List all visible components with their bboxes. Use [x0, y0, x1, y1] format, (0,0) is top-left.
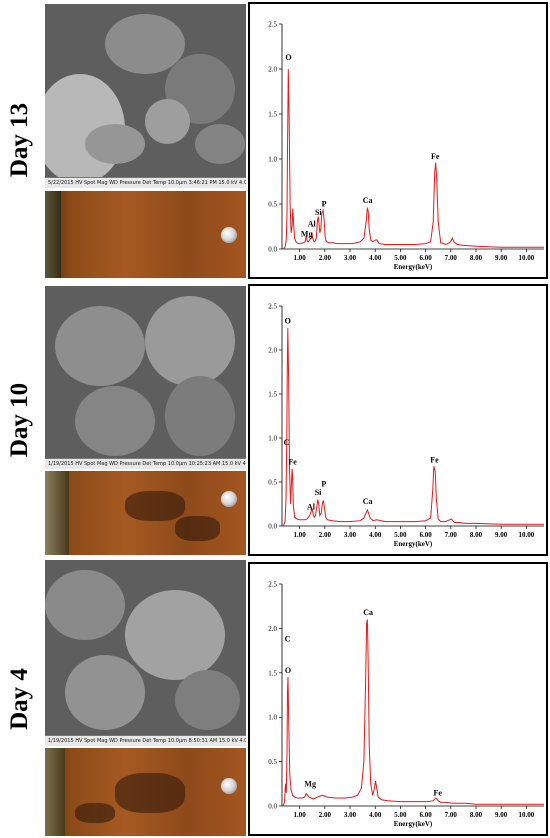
sem-image: 1/19/2015 HV Spot Mag WD Pressure Det Te…	[45, 560, 246, 746]
y-tick-label: 1.0	[268, 156, 277, 164]
peak-label: Si	[315, 208, 322, 217]
x-tick-label: 7.00	[445, 254, 458, 262]
x-tick-label: 9.00	[495, 531, 508, 539]
row-day-10: Day 10 1/19/2015 HV Spot Mag WD Pressure…	[0, 282, 550, 557]
peak-label: C	[284, 438, 290, 447]
peak-label: Mg	[301, 229, 313, 238]
sem-info-bar: 5/22/2015 HV Spot Mag WD Pressure Det Te…	[45, 177, 246, 188]
peak-label: P	[322, 200, 327, 209]
peak-label: P	[321, 479, 326, 488]
x-tick-label: 9.00	[495, 811, 508, 819]
y-tick-label: 0.5	[268, 758, 277, 766]
peak-label: Ca	[363, 608, 373, 617]
x-tick-label: 10.00	[518, 254, 534, 262]
x-tick-label: 8.00	[470, 254, 483, 262]
y-tick-label: 1.5	[268, 111, 277, 119]
peak-label: Al	[307, 502, 316, 511]
spectrum-line	[282, 619, 544, 807]
row-day-4: Day 4 1/19/2015 HV Spot Mag WD Pressure …	[0, 560, 550, 838]
day-label: Day 10	[6, 382, 33, 457]
y-tick-label: 2.0	[268, 347, 277, 355]
sample-photo	[45, 748, 246, 836]
y-tick-label: 2.5	[268, 581, 277, 589]
y-tick-label: 1.0	[268, 435, 277, 443]
row-day-13: Day 13 5/22/2015 HV Spot Mag WD Pressure…	[0, 0, 550, 280]
x-tick-label: 5.00	[394, 811, 407, 819]
x-tick-label: 4.00	[369, 254, 382, 262]
x-axis-label: Energy(keV)	[394, 540, 433, 548]
x-tick-label: 7.00	[445, 531, 458, 539]
x-tick-label: 6.00	[419, 531, 432, 539]
x-tick-label: 1.00	[294, 254, 307, 262]
y-tick-label: 2.5	[268, 303, 277, 311]
sample-photo	[45, 191, 246, 278]
peak-label: Ca	[363, 497, 373, 506]
y-tick-label: 2.0	[268, 625, 277, 633]
peak-label: Si	[315, 488, 322, 497]
x-tick-label: 6.00	[419, 811, 432, 819]
x-tick-label: 1.00	[294, 531, 307, 539]
x-tick-label: 8.00	[470, 531, 483, 539]
peak-label: Fe	[430, 456, 439, 465]
peak-label: O	[285, 317, 291, 326]
peak-label: Ca	[363, 196, 373, 205]
y-tick-label: 2.0	[268, 66, 277, 74]
peak-label: O	[285, 666, 291, 675]
x-tick-label: 10.00	[518, 811, 534, 819]
y-tick-label: 1.0	[268, 714, 277, 722]
x-tick-label: 9.00	[495, 254, 508, 262]
eds-spectrum-panel: 0.0 0.5 1.0 1.5 2.0 2.5 1.00 2.00 3.00 4.00 5.00 6.…	[248, 562, 548, 836]
peak-label: Fe	[431, 152, 440, 161]
sample-photo	[45, 471, 246, 555]
sem-info-bar: 1/19/2015 HV Spot Mag WD Pressure Det Te…	[45, 458, 246, 469]
y-tick-label: 0.5	[268, 479, 277, 487]
x-tick-label: 2.00	[319, 531, 332, 539]
y-tick-label: 0.0	[268, 803, 277, 811]
x-tick-label: 4.00	[369, 531, 382, 539]
day-label: Day 4	[6, 668, 33, 730]
peak-label: Mg	[304, 779, 316, 788]
y-tick-label: 2.5	[268, 21, 277, 29]
x-tick-label: 1.00	[294, 811, 307, 819]
y-tick-label: 0.0	[268, 523, 277, 531]
x-tick-label: 3.00	[344, 531, 357, 539]
sem-image: 1/19/2015 HV Spot Mag WD Pressure Det Te…	[45, 286, 246, 469]
x-tick-label: 10.00	[518, 531, 534, 539]
y-tick-label: 0.0	[268, 246, 277, 254]
spectrum-line	[282, 327, 544, 527]
x-tick-label: 8.00	[470, 811, 483, 819]
eds-spectrum-panel: 0.0 0.5 1.0 1.5 2.0 2.5 1.00 2.00 3.00 4.00 5.00 6.…	[248, 284, 548, 556]
peak-label: O	[285, 53, 291, 62]
x-tick-label: 6.00	[419, 254, 432, 262]
x-tick-label: 3.00	[344, 254, 357, 262]
x-axis-label: Energy(keV)	[394, 820, 433, 828]
x-tick-label: 5.00	[394, 531, 407, 539]
x-tick-label: 4.00	[369, 811, 382, 819]
x-tick-label: 5.00	[394, 254, 407, 262]
peak-label: Fe	[288, 457, 297, 466]
x-tick-label: 2.00	[319, 811, 332, 819]
peak-label: C	[285, 635, 291, 644]
x-tick-label: 3.00	[344, 811, 357, 819]
sem-info-bar: 1/19/2015 HV Spot Mag WD Pressure Det Te…	[45, 735, 246, 746]
spectrum-line	[282, 68, 544, 250]
x-tick-label: 7.00	[445, 811, 458, 819]
day-label: Day 13	[6, 102, 33, 178]
y-tick-label: 1.5	[268, 669, 277, 677]
y-tick-label: 1.5	[268, 391, 277, 399]
peak-label: Al	[308, 220, 317, 229]
x-axis-label: Energy(keV)	[394, 263, 433, 271]
y-tick-label: 0.5	[268, 201, 277, 209]
eds-spectrum-panel: 0.0 0.5 1.0 1.5 2.0 2.5 1.00 2.00 3.00 4.00 5.00 6.…	[248, 2, 548, 279]
sem-image: 5/22/2015 HV Spot Mag WD Pressure Det Te…	[45, 4, 246, 188]
x-tick-label: 2.00	[319, 254, 332, 262]
peak-label: Fe	[433, 788, 442, 797]
